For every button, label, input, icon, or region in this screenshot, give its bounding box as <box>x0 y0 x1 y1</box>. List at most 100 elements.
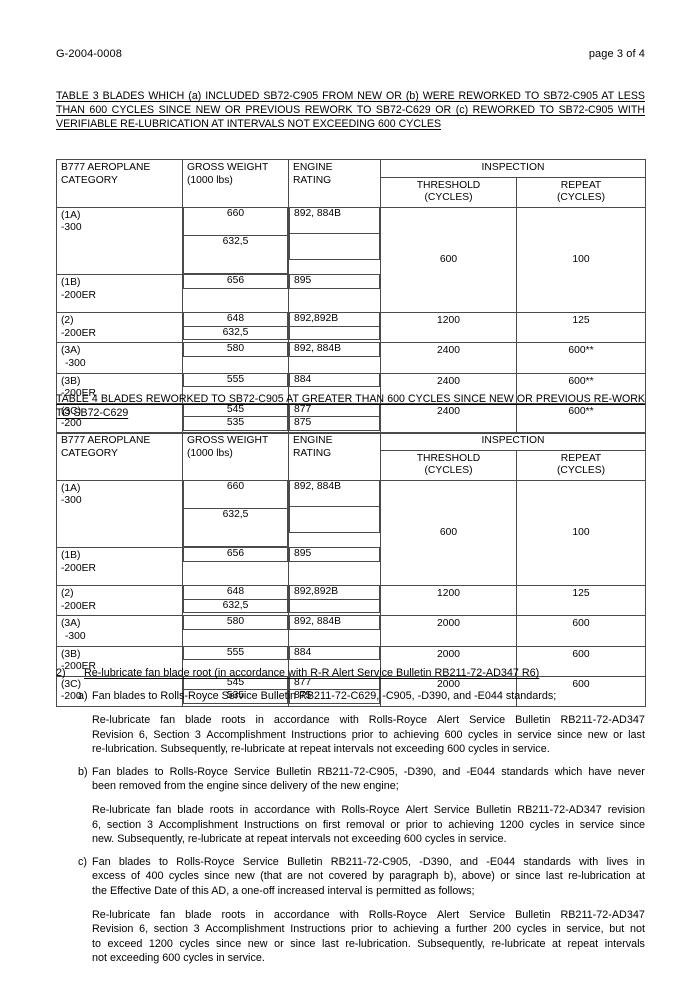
table4-cell-engine-rating-value: 884 <box>289 646 380 661</box>
table4-col-engine-rating-line2: RATING <box>293 447 332 459</box>
text-line: Fan blades to Rolls-Royce Service Bulletin RB2… <box>92 855 645 868</box>
table3-header-row-2: THRESHOLD (CYCLES) REPEAT (CYCLES) <box>57 176 646 208</box>
table3-cell-threshold: 2400 <box>380 342 517 374</box>
table3-col-gross-weight-line2: (1000 lbs) <box>187 174 233 186</box>
table3-cell-engine-rating-value: 877 <box>289 403 380 418</box>
text-line: been removed from the engine since deliv… <box>92 780 399 793</box>
table3-cell-category-line1: (2) <box>61 315 74 327</box>
table4-cell-engine-rating-value: 892,892B <box>289 586 380 600</box>
table4-caption-text: TABLE 4 BLADES REWORKED TO SB72-C905 AT … <box>56 393 645 420</box>
table3-col-engine-rating: ENGINE RATING <box>288 159 381 208</box>
table4-cell-engine-rating: 892, 884B <box>288 479 381 549</box>
table3-cell-category: (3A) -300 <box>56 342 183 374</box>
table3-cell-category: (1A) -300 <box>56 206 183 276</box>
table4-cell-gross-weight-value: 660 <box>183 480 288 510</box>
table3-cell-repeat: 125 <box>516 312 646 344</box>
table4-cell-threshold: 600 <box>380 479 517 587</box>
sub-item-lead: c) Fan blades to Rolls-Royce Service Bulletin R… <box>78 855 645 899</box>
table4-cell-engine-rating-value: 895 <box>289 548 380 562</box>
table4-row: (2) -200ER 648 632,5 892,892B 1200 125 <box>56 585 646 617</box>
table3-cell-engine-rating: 892,892B <box>288 312 381 344</box>
table4-cell-category-line1: (3C) <box>61 678 82 690</box>
table3-cell-engine-rating-value: 884 <box>289 373 380 388</box>
table4-col-threshold-line2: (CYCLES) <box>424 465 473 477</box>
table4-cell-engine-rating: 877 875 <box>288 675 381 708</box>
table4-cell-category-line2: -200ER <box>61 600 96 612</box>
table4-cell-engine-rating: 884 <box>288 645 381 677</box>
page-number: page 3 of 4 <box>588 48 645 60</box>
text-line: Re-lubricate fan blade roots in accordance wit… <box>92 714 645 726</box>
table3-row: (2) -200ER 648 632,5 892,892B 1200 125 <box>56 312 646 344</box>
table4-cell-gross-weight-value: 648 <box>183 586 288 600</box>
table3-cell-gross-weight-value: 555 <box>183 373 288 388</box>
sub-item-lead-text: Fan blades to Rolls-Royce Service Bulletin RB2… <box>92 765 645 794</box>
table3-cell-engine-rating-value <box>289 326 380 341</box>
table4-cell-gross-weight: 555 <box>182 645 289 677</box>
table4-col-category: B777 AEROPLANE CATEGORY <box>56 432 183 481</box>
table4-col-engine-rating-line1: ENGINE <box>293 435 333 446</box>
table3-cell-gross-weight: 648 632,5 <box>182 312 289 344</box>
table4-col-repeat-line1: REPEAT <box>560 452 602 464</box>
table3-row: (3A) -300 580 892, 884B 2400 600** <box>56 342 646 374</box>
table3-col-threshold-line1: THRESHOLD <box>416 179 481 191</box>
table3-col-gross-weight-line1: GROSS WEIGHT <box>187 162 269 173</box>
table4-cell-threshold: 2000 <box>380 645 517 677</box>
table3-cell-gross-weight: 660 632,5 <box>182 206 289 276</box>
table3-body: (1A) -300 660 632,5 892, 884B 600 100 (1B) -200… <box>56 206 646 435</box>
table4-cell-gross-weight-value: 632,5 <box>183 598 288 614</box>
table4-cell-repeat: 600 <box>516 675 646 708</box>
table4-cell-category-line2: -300 <box>65 631 86 643</box>
table4-col-threshold: THRESHOLD (CYCLES) <box>380 449 517 481</box>
table3-col-engine-rating-line1: ENGINE <box>293 162 333 173</box>
table4-cell-threshold: 1200 <box>380 585 517 617</box>
text-line: new. Subsequently, re-lubricate at repea… <box>92 833 507 846</box>
table4-row: (3B) -200ER 555 884 2000 600 <box>56 645 646 677</box>
instruction-sub-item-c: c) Fan blades to Rolls-Royce Service Bulletin R… <box>78 855 645 966</box>
table3-col-category: B777 AEROPLANE CATEGORY <box>56 159 183 208</box>
table4-row: (1B) -200ER 656 895 <box>56 547 646 587</box>
table4-cell-gross-weight-value: 545 <box>183 676 288 691</box>
table3-col-threshold: THRESHOLD (CYCLES) <box>380 176 517 208</box>
sub-item-paragraph: Re-lubricate fan blade roots in accordance wit… <box>92 713 645 757</box>
table4-cell-gross-weight-value: 656 <box>183 548 288 562</box>
text-line: Re-lubricate fan blade roots in accordance wit… <box>92 908 645 921</box>
table4-cell-category-line2: -200 <box>61 691 82 703</box>
table3-col-repeat-line1: REPEAT <box>560 179 602 191</box>
table3-cell-engine-rating-value: 895 <box>289 275 380 289</box>
text-line: Fan blades to Rolls-Royce Service Bullet… <box>92 690 557 703</box>
table4-cell-category-line1: (2) <box>61 588 74 600</box>
sub-item-marker: a) <box>78 690 88 703</box>
table3-cell-threshold: 1200 <box>380 312 517 344</box>
table4-col-gross-weight-line2: (1000 lbs) <box>187 447 233 459</box>
table4: B777 AEROPLANE CATEGORY GROSS WEIGHT (10… <box>56 432 646 708</box>
table3-cell-engine-rating-value <box>289 233 380 261</box>
table4-cell-gross-weight-value: 632,5 <box>183 508 288 548</box>
table3-cell-gross-weight-value: 580 <box>183 343 288 358</box>
table4-cell-category: (3B) -200ER <box>56 645 183 677</box>
table4-col-gross-weight-line1: GROSS WEIGHT <box>187 435 269 446</box>
table3-col-category-line2: CATEGORY <box>61 174 118 186</box>
table3-cell-gross-weight: 545 535 <box>182 402 289 435</box>
text-line: excess of 400 cycles since new (that are not cove… <box>92 870 645 883</box>
table3-col-engine-rating-line2: RATING <box>293 174 332 186</box>
table4-cell-category-line1: (1B) <box>61 550 81 562</box>
table4-col-gross-weight: GROSS WEIGHT (1000 lbs) <box>182 432 289 481</box>
table4-cell-engine-rating: 892, 884B <box>288 615 381 647</box>
table4-cell-gross-weight-value: 535 <box>183 689 288 705</box>
text-line: Revision 6, Section 3 Accomplishment Instruct… <box>92 728 645 741</box>
table3-cell-engine-rating: 892, 884B <box>288 206 381 276</box>
text-line: 6, section 3 Accomplishment Instructions on fi… <box>92 818 645 831</box>
table4-cell-gross-weight: 656 <box>182 547 289 587</box>
table3-cell-engine-rating: 892, 884B <box>288 342 381 374</box>
table4-cell-engine-rating-value: 877 <box>289 676 380 691</box>
table4-row: (1A) -300 660 632,5 892, 884B 600 100 <box>56 479 646 587</box>
table4-cell-engine-rating-value: 892, 884B <box>289 480 380 508</box>
table4-cell-category: (1A) -300 <box>56 479 183 549</box>
table3-cell-category-line2: -200ER <box>61 327 96 339</box>
table4-header-row-1: B777 AEROPLANE CATEGORY GROSS WEIGHT (10… <box>56 432 646 481</box>
table3-cell-category-line2: -200ER <box>61 289 96 301</box>
table4-col-repeat-line2: (CYCLES) <box>556 465 606 477</box>
table4-col-inspection: INSPECTION <box>380 432 646 451</box>
table4-row: (3A) -300 580 892, 884B 2000 600 <box>56 615 646 647</box>
text-line: to exceed 1200 cycles since new or since last re-… <box>92 937 645 950</box>
